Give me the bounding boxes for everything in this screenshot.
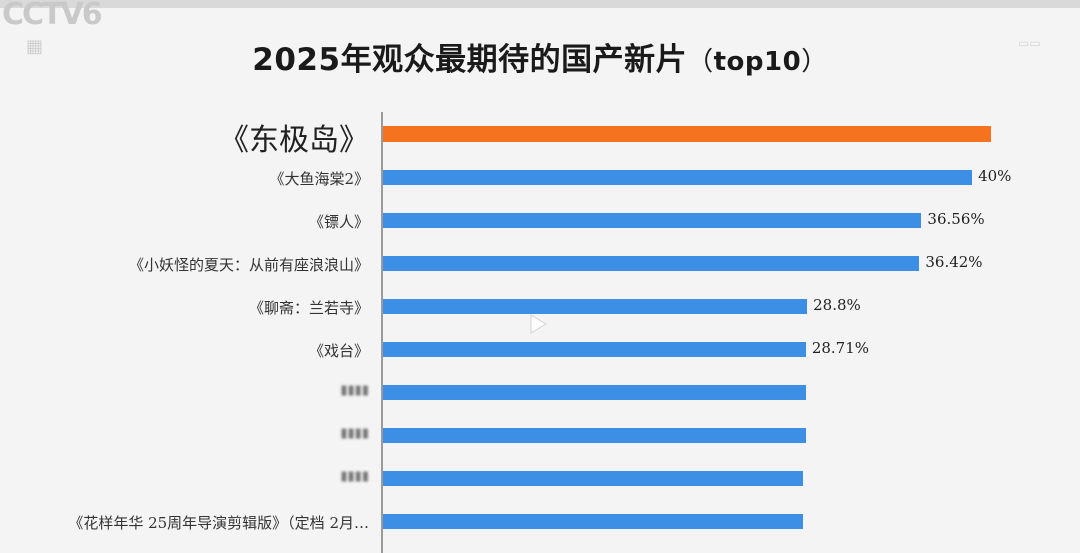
title-paren-text: top10 (713, 47, 802, 77)
bar (383, 213, 922, 228)
blurred-category-label: ▮▮▮▮ (340, 426, 369, 441)
value-label: 36.42% (925, 253, 983, 271)
title-paren-open: （ (687, 47, 714, 77)
value-label: 28.71% (811, 339, 870, 357)
play-icon[interactable] (526, 312, 550, 336)
blurred-category-label: ▮▮▮▮ (340, 469, 369, 484)
bar (383, 385, 806, 400)
bar (383, 428, 806, 443)
blurred-category-label: ▮▮▮▮ (340, 383, 369, 398)
category-label: 《小妖怪的夏天：从前有座浪浪山》 (128, 255, 369, 274)
category-label: 《大鱼海棠2》 (269, 169, 369, 188)
value-label: 40% (978, 167, 1012, 185)
video-top-bar (0, 0, 1080, 8)
value-label: 28.8% (813, 296, 861, 314)
bar (383, 256, 920, 271)
bar (383, 170, 973, 185)
category-label: 《戏台》 (308, 341, 369, 360)
corner-watermark-icon: ▭▭ (1018, 36, 1041, 50)
chart-title-text: 2025年观众最期待的国产新片 (252, 42, 688, 78)
chart-title: 2025年观众最期待的国产新片（top10） (0, 34, 1080, 79)
title-paren-close: ） (801, 47, 828, 77)
channel-logo-icon: CCTV6 (2, 0, 103, 32)
bar (383, 299, 808, 314)
category-label: 《镖人》 (308, 212, 369, 231)
bar (383, 514, 803, 529)
bar (383, 126, 992, 142)
y-axis-line (381, 112, 383, 553)
channel-watermark-icon: ▦ (26, 36, 44, 57)
bar (383, 471, 803, 486)
value-label: 36.56% (927, 210, 985, 228)
bar (383, 342, 806, 357)
category-label: 《花样年华 25周年导演剪辑版》（定档 2月… (68, 513, 369, 532)
chart-title-paren: （top10） (687, 47, 828, 77)
category-label: 《东极岛》 (219, 123, 369, 159)
category-label: 《聊斋：兰若寺》 (248, 298, 369, 317)
